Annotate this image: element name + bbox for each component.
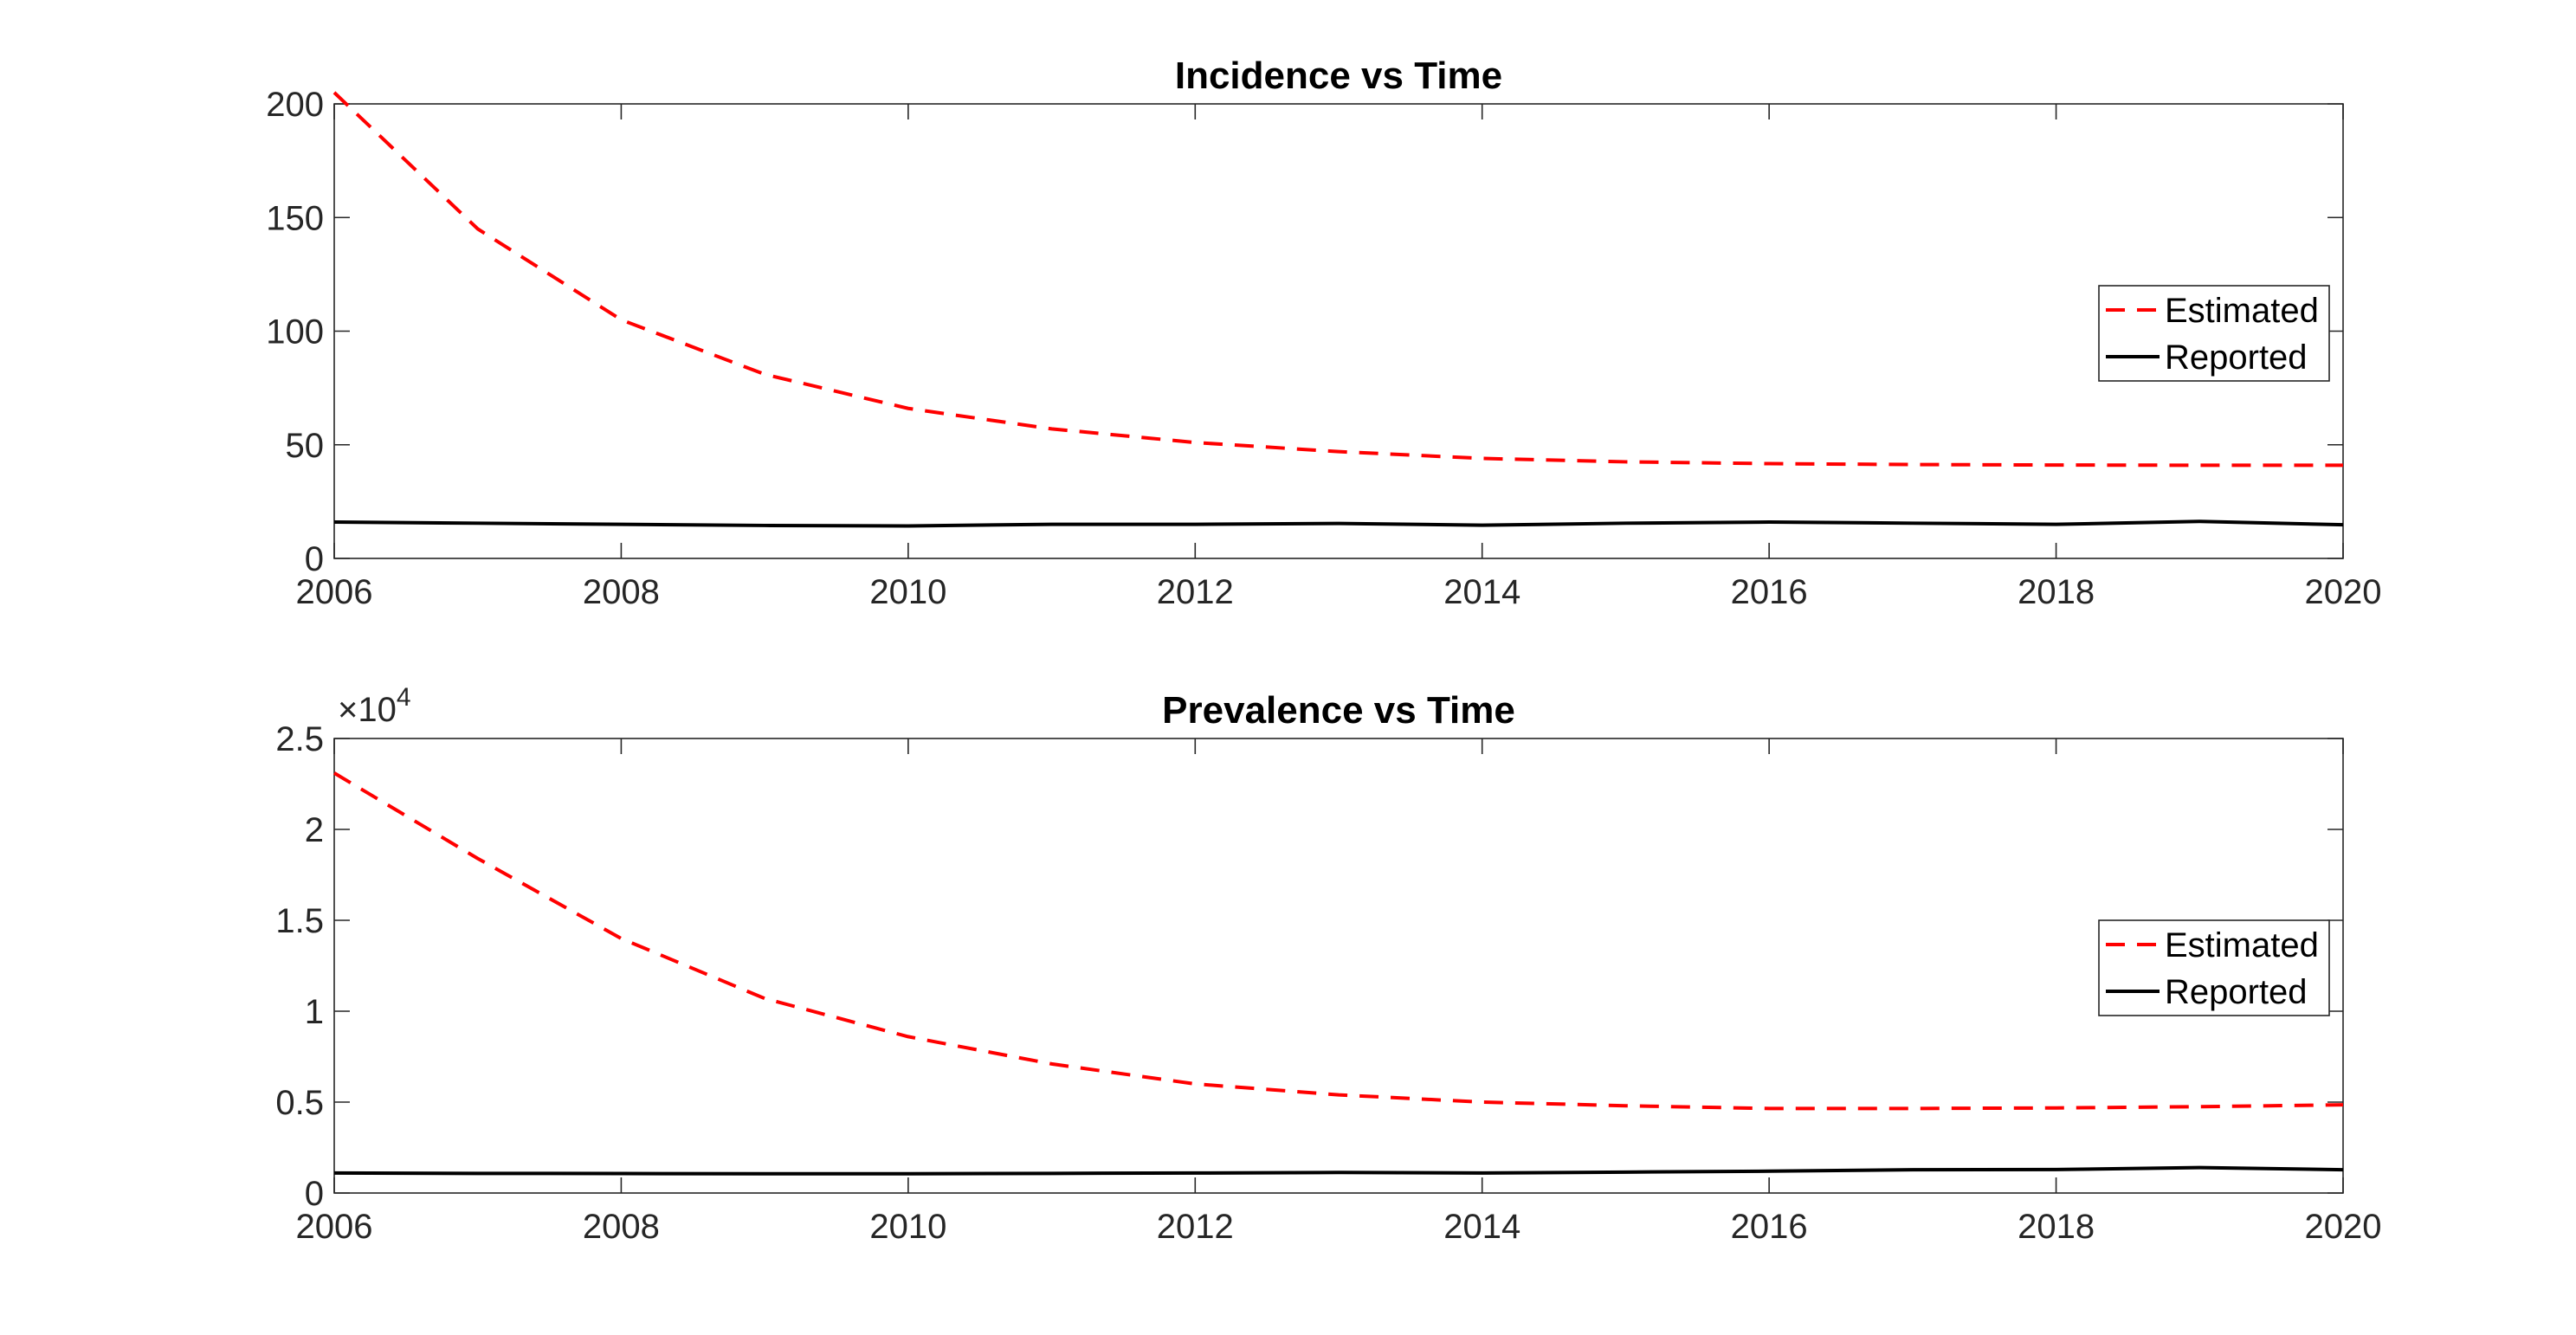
prevalence-y-exponent-base: ×10 bbox=[338, 691, 397, 729]
incidence-x-tick-label: 2014 bbox=[1443, 573, 1520, 611]
incidence-x-tick-label: 2016 bbox=[1731, 573, 1808, 611]
prevalence-axis-ticks: 2006 2008 2010 2012 2014 2016 2018 2020 0 0.5 1 1.5… bbox=[275, 720, 2381, 1246]
incidence-legend-estimated-label: Estimated bbox=[2165, 292, 2319, 330]
incidence-y-tick-label: 100 bbox=[266, 313, 324, 351]
prevalence-x-tick-label: 2018 bbox=[2018, 1208, 2095, 1246]
prevalence-x-tick-label: 2012 bbox=[1157, 1208, 1234, 1246]
incidence-y-tick-label: 0 bbox=[305, 540, 324, 578]
prevalence-series bbox=[332, 771, 2344, 1176]
prevalence-y-tick-label: 0 bbox=[305, 1175, 324, 1213]
prevalence-legend: Estimated Reported bbox=[2098, 919, 2330, 1016]
prevalence-series-reported-line bbox=[333, 1165, 2344, 1176]
prevalence-x-tick-label: 2010 bbox=[869, 1208, 946, 1246]
incidence-legend: Estimated Reported bbox=[2098, 285, 2330, 382]
incidence-x-tick-label: 2006 bbox=[296, 573, 373, 611]
incidence-y-tick-label: 200 bbox=[266, 86, 324, 124]
incidence-series bbox=[332, 91, 2344, 528]
incidence-y-tick-label: 150 bbox=[266, 199, 324, 237]
incidence-y-tick-label: 50 bbox=[286, 427, 325, 465]
prevalence-legend-reported-label: Reported bbox=[2165, 973, 2308, 1011]
prevalence-y-exponent: ×104 bbox=[338, 683, 411, 729]
incidence-legend-reported-label: Reported bbox=[2165, 339, 2308, 377]
prevalence-y-tick-label: 0.5 bbox=[275, 1084, 324, 1122]
incidence-chart-title: Incidence vs Time bbox=[1175, 55, 1502, 97]
prevalence-series-estimated-line bbox=[332, 771, 2344, 1111]
incidence-legend-box bbox=[2098, 285, 2330, 382]
incidence-x-tick-label: 2018 bbox=[2018, 573, 2095, 611]
prevalence-chart: Prevalence vs Time ×104 2006 2008 2010 2012… bbox=[275, 683, 2381, 1246]
incidence-series-estimated-line bbox=[332, 91, 2343, 468]
prevalence-x-tick-label: 2014 bbox=[1443, 1208, 1520, 1246]
prevalence-x-tick-label: 2008 bbox=[583, 1208, 660, 1246]
prevalence-chart-title: Prevalence vs Time bbox=[1162, 689, 1515, 732]
incidence-x-tick-label: 2008 bbox=[583, 573, 660, 611]
prevalence-plot-area bbox=[333, 738, 2344, 1194]
incidence-x-tick-label: 2010 bbox=[869, 573, 946, 611]
prevalence-y-tick-label: 1 bbox=[305, 993, 324, 1031]
prevalence-x-tick-label: 2006 bbox=[296, 1208, 373, 1246]
prevalence-y-tick-label: 1.5 bbox=[275, 902, 324, 940]
prevalence-y-tick-label: 2.5 bbox=[275, 720, 324, 758]
incidence-x-tick-label: 2020 bbox=[2305, 573, 2382, 611]
incidence-series-reported-line bbox=[333, 519, 2344, 528]
prevalence-legend-estimated-label: Estimated bbox=[2165, 926, 2319, 964]
incidence-chart: Incidence vs Time 2006 2008 2010 2012 2014 20… bbox=[266, 55, 2381, 611]
prevalence-y-exponent-power: 4 bbox=[397, 683, 411, 712]
prevalence-x-tick-label: 2020 bbox=[2305, 1208, 2382, 1246]
prevalence-legend-box bbox=[2098, 919, 2330, 1016]
prevalence-x-tick-label: 2016 bbox=[1731, 1208, 1808, 1246]
incidence-x-tick-label: 2012 bbox=[1157, 573, 1234, 611]
incidence-axis-ticks: 2006 2008 2010 2012 2014 2016 2018 2020 0 50 100 15… bbox=[266, 86, 2381, 611]
prevalence-y-tick-label: 2 bbox=[305, 811, 324, 849]
incidence-plot-area bbox=[333, 103, 2344, 559]
